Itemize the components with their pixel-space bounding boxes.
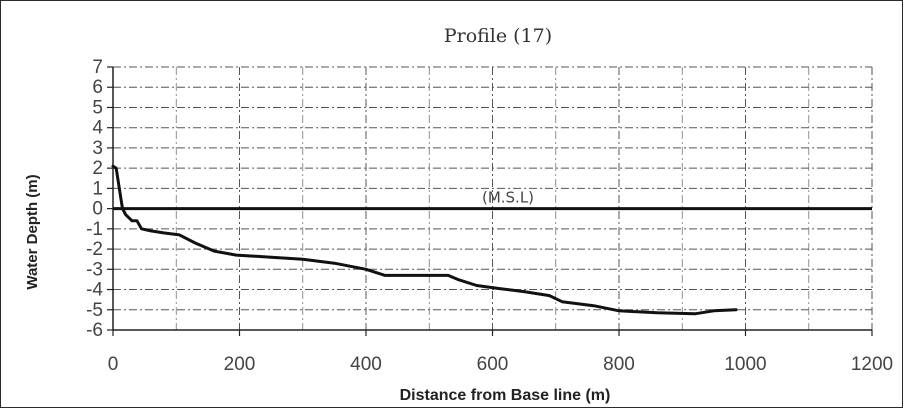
y-tick-label: 5 bbox=[92, 97, 103, 118]
axes bbox=[107, 66, 873, 336]
y-tick-label: -5 bbox=[86, 300, 103, 321]
x-tick-label: 600 bbox=[477, 354, 509, 375]
msl-label: (M.S.L) bbox=[482, 189, 534, 207]
msl-reference: (M.S.L) bbox=[113, 189, 872, 211]
y-tick-label: -3 bbox=[86, 259, 103, 280]
y-tick-label: 6 bbox=[92, 77, 103, 98]
series-group bbox=[111, 164, 738, 316]
x-axis-label: Distance from Base line (m) bbox=[400, 387, 611, 404]
x-tick-label: 400 bbox=[350, 354, 382, 375]
y-tick-label: 4 bbox=[92, 118, 103, 139]
y-tick-label: -4 bbox=[86, 280, 103, 301]
x-tick-labels: 0 200 400 600 800 1000 1200 bbox=[108, 354, 893, 375]
y-tick-label: -2 bbox=[86, 239, 103, 260]
y-tick-label: 7 bbox=[92, 57, 103, 78]
x-tick-label: 1200 bbox=[851, 354, 893, 375]
x-tick-label: 1000 bbox=[724, 354, 766, 375]
x-tick-label: 200 bbox=[224, 354, 256, 375]
profile-line bbox=[111, 164, 738, 316]
y-tick-label: 1 bbox=[92, 178, 103, 199]
y-tick-label: 3 bbox=[92, 138, 103, 159]
x-tick-label: 0 bbox=[108, 354, 119, 375]
y-tick-label: -1 bbox=[86, 219, 103, 240]
y-tick-label: -6 bbox=[86, 320, 103, 341]
y-axis-label: Water Depth (m) bbox=[24, 174, 41, 289]
y-tick-label: 2 bbox=[92, 158, 103, 179]
x-tick-label: 800 bbox=[603, 354, 635, 375]
chart-title: Profile (17) bbox=[444, 25, 552, 47]
y-tick-label: 0 bbox=[92, 199, 103, 220]
